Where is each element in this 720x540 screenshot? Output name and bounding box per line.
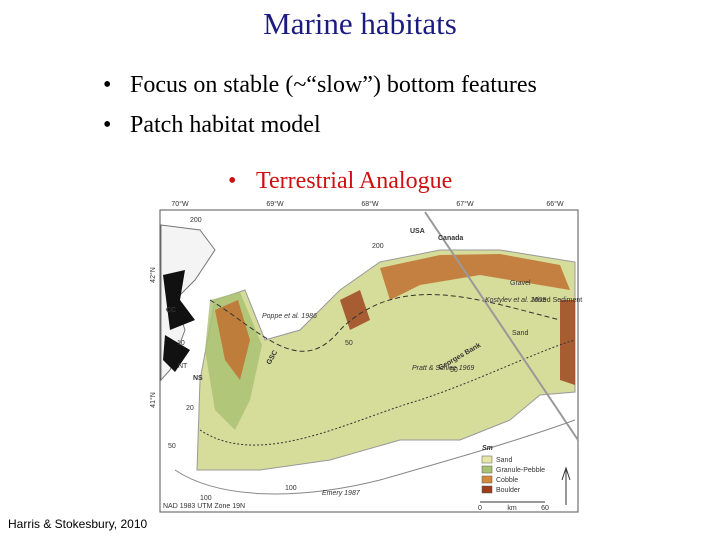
longitude: 66°W: [546, 200, 564, 208]
patch: [215, 254, 570, 380]
legend-label: Cobble: [496, 477, 518, 484]
legend-label: Sand: [496, 457, 512, 464]
scale-label: km: [507, 505, 517, 512]
citation: Harris & Stokesbury, 2010: [8, 517, 148, 531]
depth: 10: [177, 340, 185, 347]
bank: [196, 249, 576, 471]
place: NT: [178, 363, 188, 370]
sub-bullet: Terrestrial Analogue: [256, 168, 453, 194]
legend-swatch: [481, 485, 493, 494]
bullet-dot: •: [103, 72, 112, 98]
depth: 50: [450, 367, 458, 374]
sediment: Mixed Sediment: [532, 297, 582, 304]
source: Kostylev et al. 2005: [485, 297, 546, 304]
legend-swatch: [481, 475, 493, 484]
sediment: Gravel: [510, 280, 531, 287]
longitude: 67°W: [456, 200, 474, 208]
legend-label: Granule-Pebble: [496, 467, 545, 474]
north-arrow: [561, 466, 571, 505]
bullet-dot: •: [228, 168, 237, 194]
bullet: Patch habitat model: [130, 112, 321, 138]
slide-title: Marine habitats: [263, 6, 457, 41]
place: CC: [166, 307, 176, 314]
legend-title: Sm: [482, 445, 493, 452]
latitude: 41°N: [149, 392, 157, 408]
source: Poppe et al. 1986: [262, 313, 317, 320]
legend-label: Boulder: [496, 487, 521, 494]
latitude: 42°N: [149, 267, 157, 283]
source: Emery 1987: [322, 490, 361, 497]
legend: Sand Granule-Pebble Cobble Boulder: [481, 455, 545, 494]
islands: [163, 270, 195, 372]
place: Canada: [438, 235, 463, 242]
contour: [174, 419, 576, 495]
contour: [199, 339, 576, 446]
contour: [209, 294, 561, 352]
depth: 100: [200, 495, 212, 502]
source: Pratt & Schlee 1969: [412, 365, 474, 372]
depth: 200: [372, 243, 384, 250]
sediment: Sand: [512, 330, 528, 337]
depth: 20: [186, 405, 194, 412]
depth: 200: [190, 217, 202, 224]
projection: NAD 1983 UTM Zone 19N: [163, 503, 245, 510]
depth: 100: [285, 485, 297, 492]
depth: 50: [168, 443, 176, 450]
longitude: 70°W: [171, 200, 189, 208]
depth: 50: [345, 340, 353, 347]
scale-label: 60: [541, 505, 549, 512]
place: USA: [410, 228, 425, 235]
longitude: 69°W: [266, 200, 284, 208]
place: NS: [193, 375, 203, 382]
legend-swatch: [481, 455, 493, 464]
boundary: [424, 211, 579, 441]
bullet-dot: •: [103, 112, 112, 138]
scale-label: 0: [478, 505, 482, 512]
longitude: 68°W: [361, 200, 379, 208]
bullet: Focus on stable (~“slow”) bottom feature…: [130, 72, 537, 98]
legend-swatch: [481, 465, 493, 474]
